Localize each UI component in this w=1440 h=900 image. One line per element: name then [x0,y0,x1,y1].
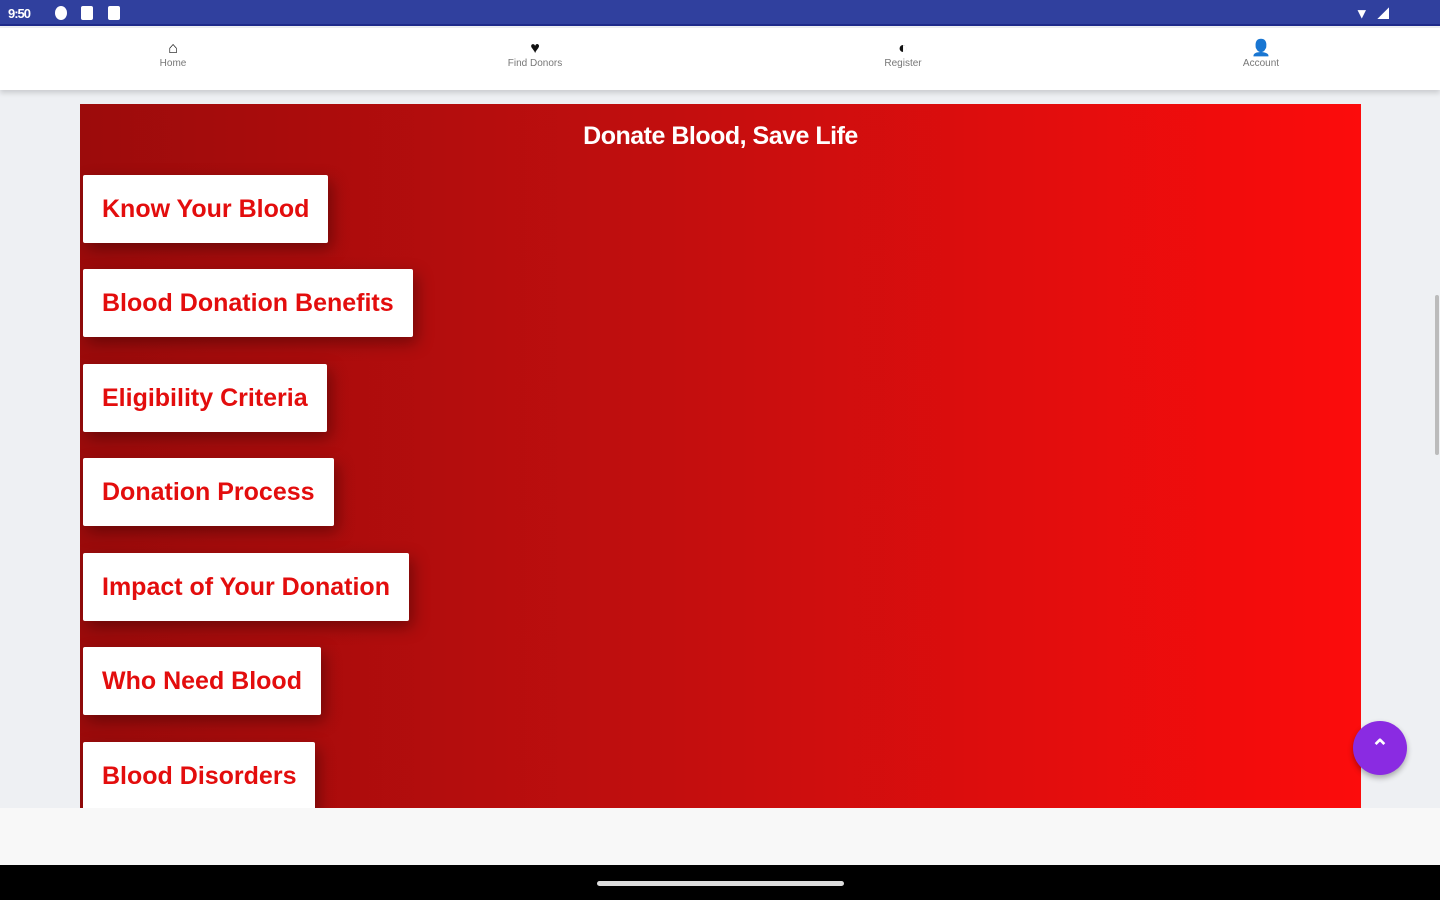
system-nav-bar [0,865,1440,900]
wifi-icon: ▾ [1358,5,1366,22]
nav-label: Home [159,58,187,69]
blood-donation-benefits-button[interactable]: Blood Donation Benefits [83,269,413,337]
nav-register[interactable]: ◐ Register [843,40,963,69]
notification-icon [108,6,120,20]
blood-disorders-button[interactable]: Blood Disorders [83,742,316,808]
chevron-up-icon: ⌃ [1370,735,1390,760]
user-icon: 👤 [1251,40,1271,57]
nav-home[interactable]: ⌂ Home [113,40,233,69]
impact-of-donation-button[interactable]: Impact of Your Donation [83,553,409,621]
heart-icon: ♥ [530,40,540,57]
home-icon: ⌂ [168,40,178,57]
status-bar: 9:50 ▾ ◢ [0,0,1440,26]
nav-account[interactable]: 👤 Account [1201,40,1321,69]
signal-icon: ◢ [1378,4,1389,20]
know-your-blood-button[interactable]: Know Your Blood [83,175,329,243]
eligibility-criteria-button[interactable]: Eligibility Criteria [83,364,327,432]
status-time: 9:50 [8,6,31,21]
page-title: Donate Blood, Save Life [583,122,858,150]
register-icon: ◐ [898,40,908,57]
scroll-to-top-button[interactable]: ⌃ [1353,721,1407,775]
bottom-area [0,808,1440,865]
donation-process-button[interactable]: Donation Process [83,458,334,526]
vpn-icon [55,6,67,20]
scrollbar[interactable] [1435,295,1439,455]
nav-label: Account [1242,58,1280,69]
nav-label: Find Donors [507,58,563,69]
hero-panel: Donate Blood, Save Life Know Your Blood … [80,104,1361,808]
nav-find-donors[interactable]: ♥ Find Donors [475,40,595,69]
who-need-blood-button[interactable]: Who Need Blood [83,647,321,715]
gesture-handle[interactable] [597,881,844,886]
nav-label: Register [884,58,922,69]
top-nav: ⌂ Home ♥ Find Donors ◐ Register 👤 Account [0,28,1440,90]
sd-card-icon [81,6,93,20]
